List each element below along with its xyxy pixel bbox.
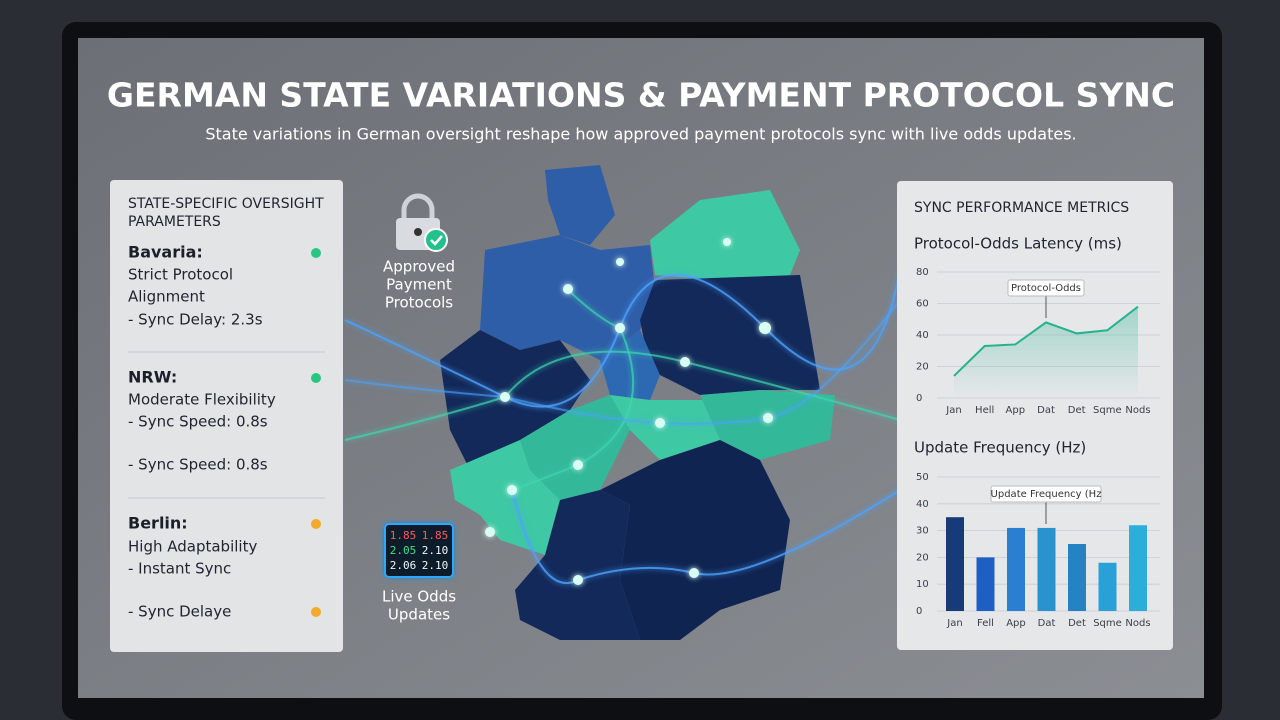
ticker-value: 2.06 [390,559,417,572]
y-tick-label: 40 [916,499,929,510]
y-tick-label: 50 [916,472,929,483]
left-panel [110,180,343,652]
x-tick-label: Nods [1125,618,1150,629]
map-label: Protocols [385,294,453,312]
bar [1129,525,1147,611]
status-dots [311,248,321,617]
state-detail: Alignment [128,288,205,306]
panel-title: STATE-SPECIFIC OVERSIGHT [128,196,324,212]
right-panel [897,181,1173,650]
x-tick-label: Fell [977,618,994,629]
ticker-value: 1.85 [390,529,417,542]
state-detail: - Sync Delay: 2.3s [128,311,263,329]
state-name: Bavaria: [128,243,203,262]
subtitle: State variations in German oversight res… [205,125,1076,144]
x-tick-label: App [1006,405,1026,416]
y-tick-label: 40 [916,330,929,341]
ticker-box [384,523,454,578]
state-name: Berlin: [128,514,188,533]
ticker-value: 2.10 [422,544,449,557]
bar [946,517,964,611]
bar [1098,562,1117,611]
x-tick-label: Hell [975,405,994,416]
y-tick-label: 20 [916,362,929,373]
state-detail: - Sync Speed: 0.8s [128,413,268,431]
y-tick-label: 10 [916,579,929,590]
y-tick-label: 60 [916,299,929,310]
state-detail: - Sync Delaye [128,603,231,621]
lock-icon [396,193,448,252]
annotation-box [990,485,1102,503]
x-tick-label: Det [1068,405,1086,416]
ticker-value: 2.05 [390,544,417,557]
map-label: Live Odds [382,588,456,606]
ticker-value: 2.10 [422,559,449,572]
bar [1007,527,1025,611]
y-tick-label: 0 [916,606,922,617]
panel-title: SYNC PERFORMANCE METRICS [914,200,1129,216]
panel-title: PARAMETERS [128,214,221,230]
bar [1037,527,1056,611]
x-tick-label: Sqme [1093,405,1122,416]
map-label: Approved [383,258,455,276]
y-tick-label: 0 [916,393,922,404]
map-label: Payment [386,276,452,294]
state-name: NRW: [128,368,177,387]
x-tick-label: Dat [1038,618,1056,629]
x-tick-label: Jan [946,618,962,629]
bar [1068,544,1086,611]
annotation: Protocol-Odds [1011,283,1081,294]
state-detail: High Adaptability [128,538,257,556]
annotation-box [1007,279,1085,297]
x-tick-label: Nods [1125,405,1150,416]
title: GERMAN STATE VARIATIONS & PAYMENT PROTOC… [107,76,1175,115]
x-tick-label: Det [1068,618,1086,629]
y-tick-label: 80 [916,267,929,278]
state-detail: Moderate Flexibility [128,391,276,409]
x-tick-label: Sqme [1093,618,1122,629]
map [344,165,901,640]
x-tick-label: App [1006,618,1026,629]
bar [976,557,995,611]
x-tick-label: Dat [1037,405,1055,416]
data-line [953,305,1139,377]
chart-title: Protocol-Odds Latency (ms) [914,235,1122,253]
y-tick-label: 30 [916,526,929,537]
ticker-value: 1.85 [422,529,449,542]
state-detail: Strict Protocol [128,266,233,284]
annotation: Update Frequency (Hz [991,489,1102,500]
x-tick-label: Jan [945,405,961,416]
state-detail: - Sync Speed: 0.8s [128,456,268,474]
state-detail: - Instant Sync [128,560,231,578]
y-tick-label: 20 [916,552,929,563]
map-label: Updates [388,606,450,624]
line-area [954,306,1138,398]
chart-title: Update Frequency (Hz) [914,439,1086,457]
